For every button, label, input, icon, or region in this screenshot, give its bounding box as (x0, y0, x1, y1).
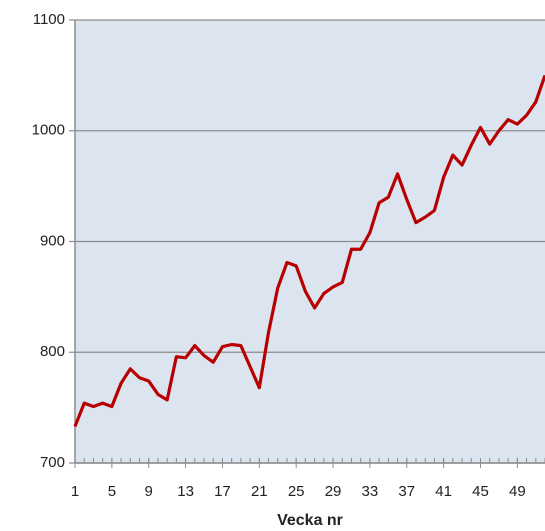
x-tick-label: 37 (398, 483, 415, 500)
x-tick-label: 5 (108, 483, 116, 500)
x-axis-title: Vecka nr (277, 512, 343, 529)
y-tick-label: 900 (40, 232, 65, 249)
x-tick-label: 21 (251, 483, 268, 500)
y-tick-label: 1100 (33, 11, 65, 28)
x-tick-label: 25 (288, 483, 305, 500)
x-tick-label: 33 (362, 483, 379, 500)
data-line (73, 74, 545, 428)
y-tick-label: 700 (40, 454, 65, 471)
x-tick-label: 17 (214, 483, 231, 500)
x-tick-label: 29 (325, 483, 342, 500)
y-tick-label: 800 (40, 343, 65, 360)
x-tick-label: 9 (145, 483, 153, 500)
x-tick-label: 49 (509, 483, 526, 500)
x-tick-label: 1 (71, 483, 79, 500)
x-tick-label: 41 (435, 483, 452, 500)
x-tick-label: 45 (472, 483, 489, 500)
y-tick-label: 1000 (32, 122, 65, 139)
x-tick-label: 13 (177, 483, 194, 500)
